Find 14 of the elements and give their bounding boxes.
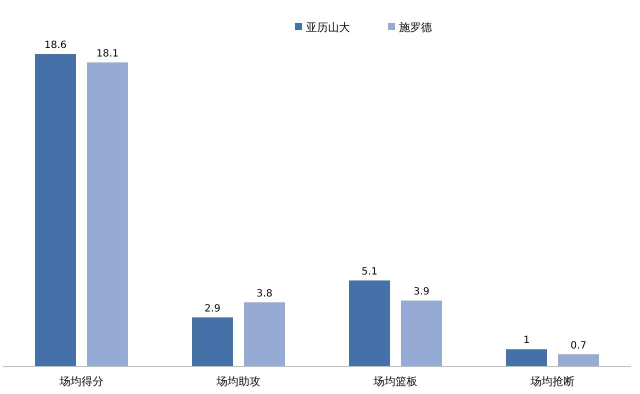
data-label: 3.8 [256, 288, 272, 300]
x-tick-label: 场均篮板 [372, 375, 418, 388]
legend-label: 亚历山大 [306, 21, 350, 34]
data-label: 18.1 [96, 48, 119, 60]
data-label: 2.9 [204, 303, 220, 314]
x-tick-label: 场均得分 [58, 375, 104, 388]
x-tick-label: 场均助攻 [216, 375, 260, 388]
data-label: 1 [523, 335, 530, 346]
data-label: 3.9 [414, 286, 430, 298]
data-label: 5.1 [362, 266, 378, 278]
legend-label: 施罗德 [399, 21, 432, 34]
data-label: 18.6 [44, 40, 67, 51]
data-label: 0.7 [570, 340, 586, 352]
x-tick-label: 场均抢断 [530, 375, 574, 388]
